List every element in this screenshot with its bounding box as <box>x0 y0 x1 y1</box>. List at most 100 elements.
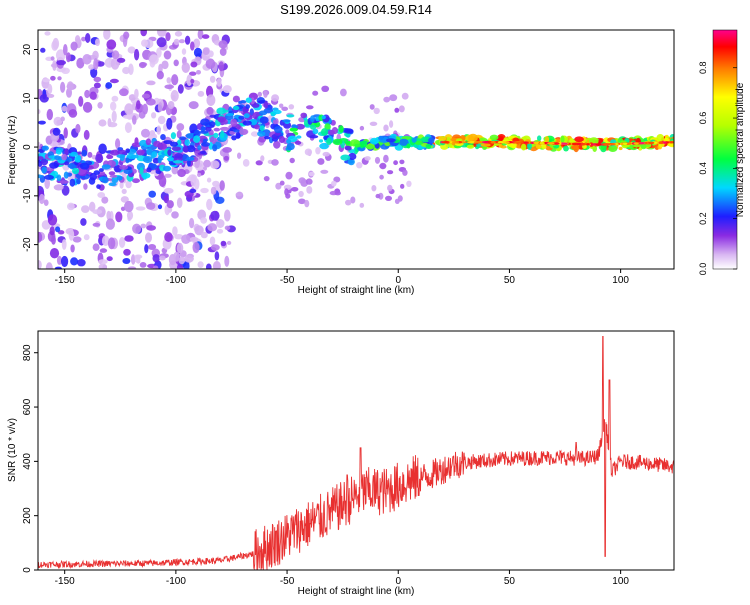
noise-cell <box>40 47 46 53</box>
noise-cell <box>72 236 82 243</box>
noise-cell <box>141 39 148 47</box>
noise-cell <box>139 62 147 69</box>
noise-cell <box>93 82 101 89</box>
noise-cell <box>218 40 228 49</box>
ridge-cell <box>243 113 250 119</box>
ridge-cell <box>232 105 240 111</box>
noise-cell <box>206 263 212 269</box>
ridge-cell <box>238 100 243 104</box>
snr-series-line <box>38 335 674 570</box>
ridge-cell <box>520 143 527 151</box>
noise-cell <box>51 235 56 245</box>
noise-cell <box>148 190 156 198</box>
noise-cell <box>177 168 187 178</box>
ridge-cell <box>172 160 183 164</box>
ridge-cell <box>289 127 298 132</box>
noise-cell <box>317 158 325 165</box>
noise-cell <box>134 48 140 61</box>
noise-cell <box>192 241 200 254</box>
ridge-core-cell <box>585 143 590 146</box>
noise-cell <box>172 226 178 236</box>
ridge-cell <box>59 180 69 184</box>
ridge-cell <box>272 119 278 125</box>
noise-cell <box>207 223 218 232</box>
noise-cell <box>356 162 363 169</box>
noise-cell <box>38 109 41 115</box>
noise-cell <box>122 114 133 119</box>
noise-cell <box>224 225 231 231</box>
noise-cell <box>183 260 190 269</box>
ridge-cell <box>438 136 447 141</box>
noise-cell <box>184 35 191 45</box>
noise-cell <box>53 184 64 191</box>
colorbar-tick-label: 0.2 <box>698 212 708 225</box>
noise-cell <box>216 219 225 228</box>
noise-cell <box>383 96 391 103</box>
noise-cell <box>50 75 56 81</box>
ridge-cell <box>93 170 101 176</box>
ridge-core-cell <box>610 142 616 146</box>
noise-cell <box>157 204 163 210</box>
noise-cell <box>127 46 136 54</box>
noise-cell <box>200 187 209 194</box>
ridge-cell <box>326 137 332 145</box>
ridge-cell <box>166 157 175 162</box>
noise-cell <box>85 33 91 43</box>
ridge-core-cell <box>595 143 602 146</box>
ridge-cell <box>319 142 329 150</box>
noise-cell <box>193 47 203 58</box>
noise-cell <box>173 251 180 262</box>
noise-cell <box>157 30 167 37</box>
ridge-cell <box>41 166 47 174</box>
noise-cell <box>115 211 123 223</box>
noise-cell <box>210 210 220 221</box>
ridge-cell <box>110 149 120 156</box>
ridge-cell <box>296 135 302 139</box>
ridge-cell <box>217 116 226 123</box>
noise-cell <box>379 174 384 180</box>
noise-cell <box>275 182 282 190</box>
x-tick-label: -150 <box>55 275 75 286</box>
colorbar-tick-label: 0.0 <box>698 263 708 276</box>
noise-cell <box>333 176 341 183</box>
noise-cell <box>223 155 229 161</box>
ridge-cell <box>537 135 542 141</box>
noise-cell <box>107 237 116 250</box>
noise-cell <box>132 115 137 125</box>
ridge-cell <box>163 140 173 145</box>
noise-cell <box>82 54 92 65</box>
ridge-cell <box>151 151 158 158</box>
ridge-cell <box>656 134 665 142</box>
ridge-cell <box>209 136 217 145</box>
noise-cell <box>105 82 113 89</box>
snr-y-axis: 0 200 400 600 800 <box>22 344 38 573</box>
noise-cell <box>305 178 313 185</box>
colorbar-frame <box>712 29 738 270</box>
noise-cell <box>70 244 75 253</box>
spectrogram-y-axis: -20 -10 0 10 20 <box>22 44 38 252</box>
ridge-cell <box>63 171 69 179</box>
noise-cell <box>288 104 295 110</box>
noise-cell <box>134 88 139 99</box>
snr-x-axis: -150 -100 -50 0 50 100 <box>55 570 629 587</box>
noise-cell <box>55 226 61 233</box>
noise-cell <box>146 225 157 231</box>
noise-cell <box>141 93 151 99</box>
noise-cell <box>202 34 210 39</box>
ridge-cell <box>254 124 260 130</box>
noise-cell <box>146 80 156 86</box>
ridge-cell <box>286 114 295 118</box>
ridge-cell <box>230 118 238 127</box>
noise-cell <box>76 259 86 267</box>
noise-cell <box>394 107 400 113</box>
noise-cell <box>399 159 405 165</box>
noise-cell <box>159 255 166 261</box>
ridge-cell <box>72 167 80 175</box>
noise-cell <box>210 160 220 169</box>
ridge-cell <box>231 135 237 141</box>
noise-cell <box>38 193 45 205</box>
ridge-cell <box>245 97 252 103</box>
noise-cell <box>146 202 156 210</box>
noise-cell <box>98 263 107 269</box>
ridge-cell <box>425 143 432 149</box>
